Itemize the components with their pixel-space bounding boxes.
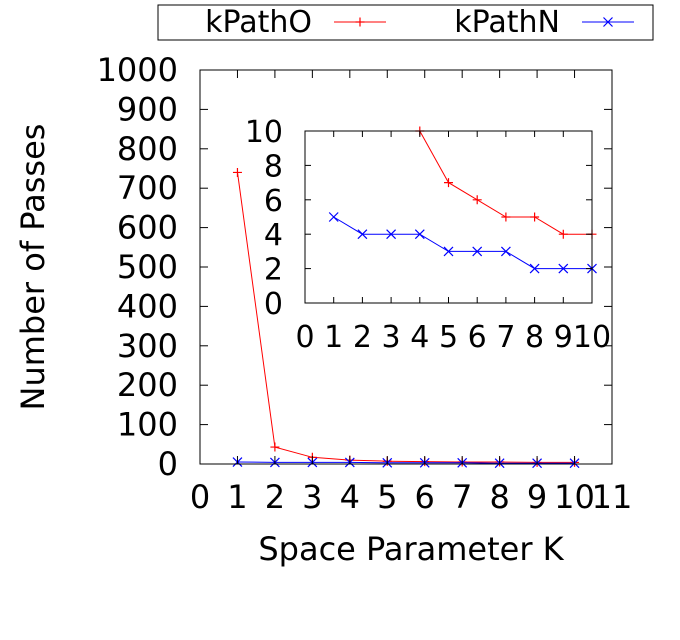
inset-x-tick-label: 8 [525, 320, 544, 355]
main-y-tick-label: 200 [117, 366, 178, 404]
inset-point-kPathN-8 [529, 263, 540, 274]
inset-x-tick-label: 10 [573, 320, 611, 355]
main-x-tick-label: 0 [190, 478, 210, 516]
inset-y-tick-label: 6 [264, 184, 283, 219]
inset-y-tick-label: 8 [264, 149, 283, 184]
legend-label-kPathO: kPathO [205, 5, 312, 40]
inset-point-kPathN-3 [386, 229, 397, 240]
main-y-tick-label: 0 [158, 445, 178, 483]
legend-marker-kPathO [355, 17, 365, 27]
y-axis-title: Number of Passes [14, 124, 52, 411]
inset-x-tick-label: 9 [554, 320, 573, 355]
main-y-tick-label: 1000 [97, 51, 178, 89]
inset-point-kPathN-2 [357, 229, 368, 240]
main-y-tick-label: 100 [117, 406, 178, 444]
legend-box [157, 4, 654, 41]
main-y-tick-label: 400 [117, 287, 178, 325]
main-x-tick-label: 6 [415, 478, 435, 516]
main-y-tick-label: 600 [117, 209, 178, 247]
main-point-kPathO-1 [232, 167, 242, 177]
legend-label-kPathN: kPathN [454, 5, 560, 40]
x-axis-title: Space Parameter K [258, 530, 564, 568]
main-y-tick-label: 900 [117, 90, 178, 128]
main-y-tick-label: 800 [117, 130, 178, 168]
main-x-tick-label: 10 [554, 478, 595, 516]
inset-background [305, 131, 592, 303]
main-x-tick-label: 2 [265, 478, 285, 516]
inset-x-tick-label: 4 [410, 320, 429, 355]
main-x-tick-label: 3 [302, 478, 322, 516]
legend-marker-kPathN [603, 17, 613, 27]
inset-y-tick-label: 0 [264, 287, 283, 322]
inset-series-line-kPathN [333, 216, 592, 270]
inset-point-kPathN-1 [328, 212, 339, 222]
inset-x-tick-label: 7 [496, 320, 515, 355]
main-series-line-kPathO [237, 172, 575, 463]
inset-x-tick-label: 1 [324, 320, 343, 355]
legend: kPathO kPathN [157, 4, 654, 41]
inset-y-tick-label: 10 [245, 115, 283, 150]
inset-point-kPathO-5 [444, 178, 453, 188]
main-x-tick-label: 11 [592, 478, 633, 516]
inset-point-kPathN-4 [414, 229, 425, 240]
main-y-tick-label: 700 [117, 169, 178, 207]
inset-x-tick-label: 6 [468, 320, 487, 355]
main-x-tick-label: 5 [377, 478, 397, 516]
inset-point-kPathN-9 [558, 263, 569, 274]
inset-x-tick-label: 3 [382, 320, 401, 355]
inset-x-tick-label: 0 [295, 320, 314, 355]
main-x-tick-label: 7 [452, 478, 472, 516]
inset-y-tick-label: 4 [264, 218, 283, 253]
inset-point-kPathN-6 [472, 246, 483, 257]
main-point-kPathO-2 [270, 442, 280, 452]
main-y-tick-label: 300 [117, 327, 178, 365]
inset-point-kPathO-6 [472, 195, 482, 205]
inset-point-kPathN-5 [443, 246, 454, 257]
inset-x-tick-label: 2 [353, 320, 372, 355]
main-x-tick-label: 4 [340, 478, 360, 516]
inset-point-kPathO-9 [558, 229, 568, 239]
inset-point-kPathO-7 [501, 212, 511, 222]
inset-point-kPathN-7 [500, 246, 511, 257]
main-x-tick-label: 8 [489, 478, 509, 516]
main-y-tick-label: 500 [117, 248, 178, 286]
inset-point-kPathO-8 [530, 212, 540, 222]
main-plot: 0 1 2 3 4 5 6 7 8 9 101101002003004005006007008009… [14, 51, 632, 568]
inset-x-tick-label: 5 [439, 320, 458, 355]
main-series-line-kPathN [237, 461, 575, 464]
inset-y-tick-label: 2 [264, 253, 283, 288]
main-x-tick-label: 9 [527, 478, 547, 516]
main-x-tick-label: 1 [227, 478, 247, 516]
